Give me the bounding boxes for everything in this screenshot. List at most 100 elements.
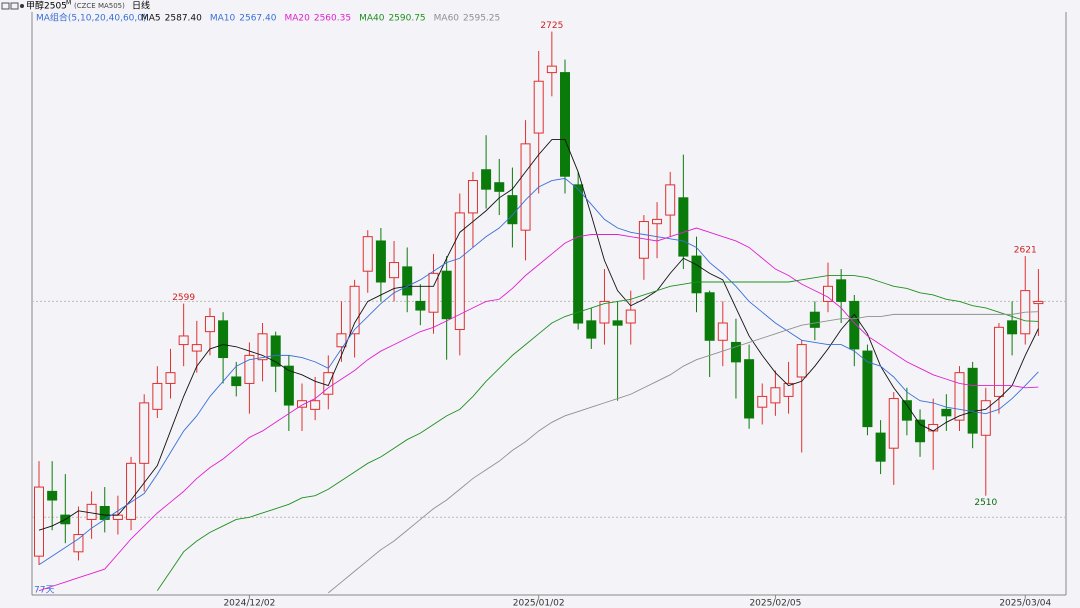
candle-body (665, 184, 676, 216)
candle-body (362, 236, 373, 272)
candle-body (336, 333, 347, 348)
candle-body (520, 143, 531, 231)
candle-body (507, 195, 518, 225)
candle-body (901, 400, 912, 421)
legend-value: 2560.35 (314, 14, 351, 24)
candle-body (809, 311, 820, 328)
span-label: 77天 (34, 586, 54, 596)
candle-body (34, 486, 44, 557)
candle-body (323, 372, 334, 395)
candle-body (691, 255, 702, 294)
high-label: 2621 (1014, 246, 1037, 256)
candle-body (1007, 320, 1018, 335)
candle-body (270, 335, 281, 367)
candle-body (533, 80, 544, 134)
x-tick-label: 2025/01/02 (513, 599, 565, 608)
candle-body (941, 408, 952, 417)
candle-body (231, 376, 242, 387)
candle-body (704, 292, 715, 341)
candle-body (139, 402, 150, 464)
low-label: 2510 (974, 498, 997, 508)
high-label: 2599 (172, 293, 195, 303)
candle-body (915, 419, 926, 443)
ma-line (38, 139, 1039, 531)
candle-body (783, 382, 794, 397)
candle-body (415, 300, 426, 311)
candle-body (586, 320, 597, 339)
high-label: 2725 (540, 21, 563, 31)
candle-body (638, 221, 649, 259)
icon (20, 4, 24, 8)
ma-line (38, 227, 1039, 592)
legend-name: MA20 (284, 14, 310, 24)
candle-body (730, 341, 741, 363)
candle-body (744, 359, 755, 419)
candle-body (546, 65, 557, 74)
candle-body (612, 320, 623, 326)
candle-body (625, 309, 636, 324)
legend-name: MA40 (359, 14, 385, 24)
candle-body (73, 534, 84, 553)
symbol: 甲醇2505 (26, 0, 67, 12)
candle-body (1033, 300, 1044, 305)
candle-body (47, 490, 58, 501)
candle-body (178, 335, 189, 346)
x-tick-label: 2025/03/04 (999, 599, 1051, 608)
legend-value: 2567.40 (239, 14, 276, 24)
candle-body (967, 367, 978, 434)
candle-body (467, 180, 478, 214)
candle-body (560, 72, 570, 177)
candle-body (152, 382, 163, 410)
candle-body (165, 372, 176, 384)
candle-body (283, 365, 294, 406)
candle-body (770, 387, 781, 404)
icon (1, 2, 10, 10)
candle-body (823, 285, 833, 302)
candle-body (599, 300, 610, 324)
candle-body (954, 372, 965, 421)
candle-body (573, 184, 584, 324)
candle-body (862, 350, 873, 428)
symbol-suffix: M (66, 0, 71, 7)
ma-line (156, 275, 1039, 591)
candle-body (717, 322, 728, 341)
ma-line (38, 177, 1039, 566)
period: 日线 (132, 0, 150, 12)
x-tick-label: 2025/02/05 (749, 599, 801, 608)
candle-body (875, 432, 886, 462)
candle-body (218, 320, 229, 359)
candle-body (441, 270, 452, 320)
candle-body (652, 218, 663, 225)
candle-body (757, 395, 768, 408)
x-tick-label: 2024/12/02 (223, 599, 275, 608)
candle-body (993, 326, 1004, 397)
icon (10, 2, 19, 10)
candle-body (980, 400, 991, 436)
candle-body (310, 400, 321, 410)
candle-body (796, 344, 807, 378)
legend-value: 2595.25 (463, 14, 500, 24)
legend-value: 2587.40 (165, 14, 202, 24)
candle-body (349, 285, 360, 335)
candle-body (112, 514, 123, 520)
legend-value: 2590.75 (388, 14, 425, 24)
candle-body (678, 197, 689, 257)
candle-body (928, 423, 939, 432)
code: (CZCE MA505) (74, 2, 125, 10)
candle-body (481, 169, 492, 190)
candle-body (244, 354, 255, 384)
candle-body (204, 316, 215, 333)
ma-group: MA组合(5,10,20,40,60,0) (36, 12, 147, 24)
legend-name: MA60 (434, 14, 460, 24)
candle-body (257, 333, 268, 361)
candle-body (86, 503, 97, 520)
candle-body (494, 182, 505, 192)
candle-body (389, 262, 400, 279)
candle-body (375, 240, 386, 283)
ma-line (328, 311, 1039, 594)
candle-body (428, 272, 439, 313)
candle-body (836, 279, 847, 302)
candle-body (888, 398, 899, 449)
candle-body (454, 212, 465, 330)
